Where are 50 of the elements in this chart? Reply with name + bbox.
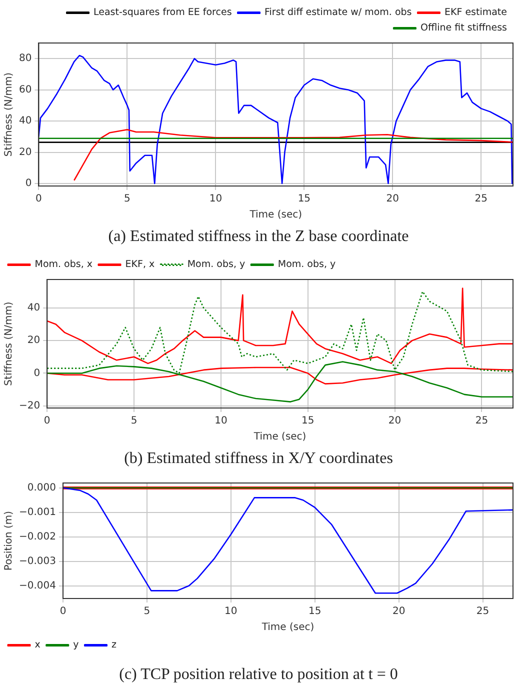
x-tick-label: 5	[124, 194, 130, 205]
legend-label: x	[34, 640, 41, 651]
legend-label: Least-squares from EE forces	[94, 7, 232, 18]
x-tick-label: 25	[475, 416, 488, 427]
x-tick-label: 10	[214, 416, 228, 427]
x-tick-label: 20	[386, 194, 400, 205]
x-tick-label: 15	[298, 194, 311, 205]
x-axis-title: Time (sec)	[248, 210, 302, 221]
legend-label: Mom. obs, y	[187, 259, 246, 270]
legend-label: EKF estimate	[444, 7, 508, 18]
x-tick-label: 10	[209, 194, 222, 205]
x-axis-title: Time (sec)	[260, 622, 314, 634]
legend-label: Offline fit stiffness	[420, 22, 508, 34]
y-axis-title: Stiffness (N/mm)	[4, 72, 15, 157]
x-tick-label: 25	[476, 606, 490, 618]
y-tick-label: −0.002	[18, 531, 56, 542]
x-tick-label: 25	[474, 194, 488, 205]
x-axis-title: Time (sec)	[252, 432, 306, 443]
x-tick-label: 10	[224, 606, 238, 618]
x-tick-label: 15	[308, 606, 322, 618]
y-tick-label: −0.001	[18, 506, 56, 518]
y-tick-label: 0	[34, 368, 40, 379]
y-tick-label: −0.004	[18, 580, 56, 592]
legend-label: Mom. obs, x	[34, 259, 93, 270]
y-tick-label: 40	[27, 302, 40, 314]
x-tick-label: 5	[144, 606, 150, 618]
legend-label: Mom. obs, y	[278, 259, 336, 270]
y-axis-title: Stiffness (N/mm)	[4, 302, 15, 386]
legend-label: EKF, x	[125, 259, 155, 270]
y-tick-label: 0	[25, 178, 32, 190]
y-tick-label: −0.003	[18, 556, 56, 567]
y-tick-label: 0.000	[27, 482, 56, 494]
text: (a) Estimated stiffness in the Z base coordinate	[107, 227, 410, 247]
legend-label: z	[111, 640, 116, 651]
text: (b) Estimated stiffness in X/Y coordinates	[123, 449, 394, 469]
x-tick-label: 20	[388, 416, 402, 427]
x-tick-label: 0	[60, 606, 66, 618]
legend-label: First diff estimate w/ mom. obs	[264, 7, 412, 18]
y-tick-label: 40	[18, 116, 32, 127]
y-tick-label: −20	[18, 400, 40, 412]
x-tick-label: 15	[302, 416, 314, 427]
y-axis-title: Position (m)	[4, 510, 15, 571]
y-tick-label: 60	[18, 84, 32, 96]
y-tick-label: 20	[18, 146, 32, 158]
y-tick-label: 80	[18, 53, 32, 64]
x-tick-label: 5	[130, 416, 138, 427]
text: (c) TCP position relative to position at t = 0	[118, 665, 399, 685]
y-tick-label: 20	[27, 335, 40, 346]
legend-label: y	[73, 640, 80, 651]
x-tick-label: 20	[392, 606, 406, 618]
